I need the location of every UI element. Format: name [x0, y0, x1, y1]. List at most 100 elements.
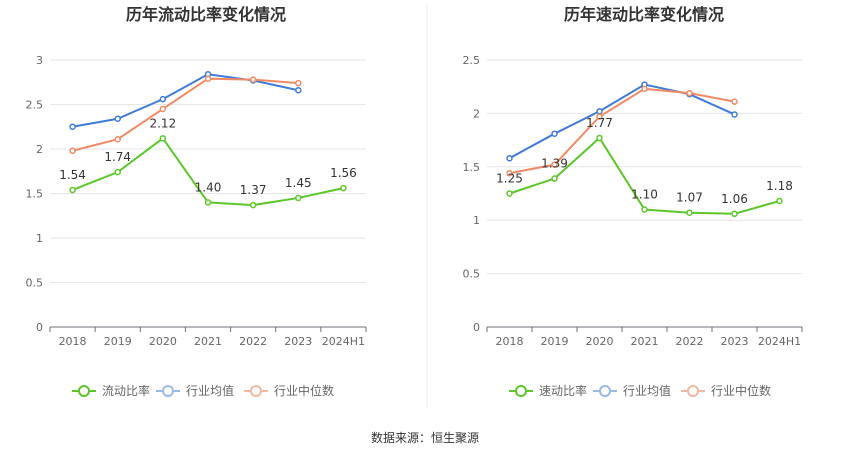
data-point	[686, 89, 693, 97]
series-line	[72, 136, 344, 207]
legend-item[interactable]: 行业均值	[156, 383, 234, 398]
x-tick-label: 2024H1	[322, 335, 365, 348]
x-tick-label: 2023	[284, 335, 312, 348]
data-point	[204, 75, 212, 82]
series-line	[72, 77, 299, 152]
x-tick-label: 2022	[239, 335, 267, 348]
y-tick-label: 1	[36, 232, 43, 245]
data-point	[159, 105, 167, 113]
data-point	[596, 108, 603, 115]
data-point	[776, 197, 783, 205]
legend-item[interactable]: 行业中位数	[681, 383, 771, 398]
x-tick-label: 2019	[104, 335, 132, 348]
legend-label: 速动比率	[539, 383, 587, 398]
data-point	[731, 111, 738, 118]
y-tick-label: 2	[473, 107, 480, 120]
legend-label: 流动比率	[102, 383, 150, 398]
y-tick-label: 0	[473, 321, 480, 334]
data-label: 1.77	[586, 116, 613, 130]
y-tick-label: 2	[36, 143, 43, 156]
data-point	[69, 147, 76, 155]
data-label: 1.37	[240, 183, 267, 197]
data-point	[69, 123, 76, 130]
data-label: 1.40	[195, 180, 222, 194]
data-label: 1.18	[766, 179, 793, 193]
data-point	[731, 98, 738, 105]
data-label: 1.25	[496, 172, 523, 186]
legend-marker-icon	[599, 385, 611, 397]
quick-ratio-chart: 历年速动比率变化情况 0 0.5 1 1.5 2 2.5 2018 2019 2020 2021 20…	[463, 5, 803, 398]
x-tick-label: 2020	[586, 335, 614, 348]
legend-marker-icon	[687, 385, 699, 397]
data-point	[114, 115, 121, 122]
data-label: 1.07	[676, 191, 703, 205]
legend-marker-icon	[78, 385, 90, 397]
legend-label: 行业中位数	[274, 383, 334, 398]
legend-item[interactable]: 行业均值	[593, 383, 671, 398]
y-tick-label: 1.5	[463, 161, 481, 174]
data-point	[159, 135, 167, 142]
data-point	[204, 199, 212, 206]
data-point	[506, 190, 513, 197]
series-line	[72, 73, 299, 128]
data-point	[295, 79, 302, 87]
data-point	[596, 113, 603, 120]
data-point	[641, 206, 648, 213]
data-label: 1.39	[541, 157, 568, 171]
data-point	[114, 168, 121, 176]
legend-item[interactable]: 行业中位数	[244, 383, 334, 398]
x-tick-label: 2023	[721, 335, 749, 348]
current-ratio-chart: 历年流动比率变化情况 0 0.5 1 1.5 2 2.5 3 2018 2019 2020 2021 2…	[26, 5, 367, 398]
data-point	[551, 175, 558, 182]
data-point	[506, 155, 513, 162]
legend-label: 行业中位数	[711, 383, 771, 398]
data-label: 1.56	[330, 166, 357, 180]
data-point	[69, 186, 76, 194]
legend-label: 行业均值	[623, 383, 671, 398]
chart-title: 历年速动比率变化情况	[564, 5, 724, 24]
x-tick-label: 2018	[59, 335, 87, 348]
x-tick-label: 2020	[149, 335, 177, 348]
x-tick-label: 2018	[496, 335, 524, 348]
data-point	[340, 184, 347, 192]
data-point	[114, 135, 121, 143]
data-point	[159, 95, 167, 103]
x-tick-label: 2024H1	[758, 335, 801, 348]
x-tick-label: 2022	[676, 335, 704, 348]
legend-marker-icon	[515, 385, 527, 397]
y-tick-label: 0.5	[463, 268, 481, 281]
y-tick-label: 3	[36, 54, 43, 67]
y-tick-label: 0.5	[26, 277, 44, 290]
legend-item[interactable]: 流动比率	[72, 383, 150, 398]
data-point	[551, 161, 558, 168]
data-point	[641, 85, 648, 93]
data-label: 1.45	[285, 176, 312, 190]
y-tick-label: 2.5	[26, 99, 44, 112]
data-point	[249, 76, 257, 83]
data-point	[731, 210, 738, 218]
x-tick-label: 2021	[631, 335, 659, 348]
data-point	[551, 130, 558, 137]
data-label: 1.74	[104, 150, 131, 164]
data-point	[686, 209, 693, 216]
data-label: 1.06	[721, 192, 748, 206]
series-line	[509, 83, 735, 160]
data-point	[295, 87, 302, 94]
data-point	[295, 194, 302, 202]
x-tick-label: 2019	[541, 335, 569, 348]
data-label: 2.12	[149, 116, 176, 130]
legend-label: 行业均值	[186, 383, 234, 398]
data-label: 1.54	[59, 168, 86, 182]
chart-title: 历年流动比率变化情况	[126, 5, 286, 24]
data-point	[596, 134, 603, 142]
y-tick-label: 2.5	[463, 54, 481, 67]
series-line	[509, 87, 735, 175]
y-tick-label: 1.5	[26, 188, 44, 201]
source-note: 数据来源：恒生聚源	[371, 430, 479, 445]
legend-item[interactable]: 速动比率	[509, 383, 587, 398]
legend-marker-icon	[250, 385, 262, 397]
legend-marker-icon	[162, 385, 174, 397]
data-point	[249, 201, 257, 209]
y-tick-label: 1	[473, 214, 480, 227]
